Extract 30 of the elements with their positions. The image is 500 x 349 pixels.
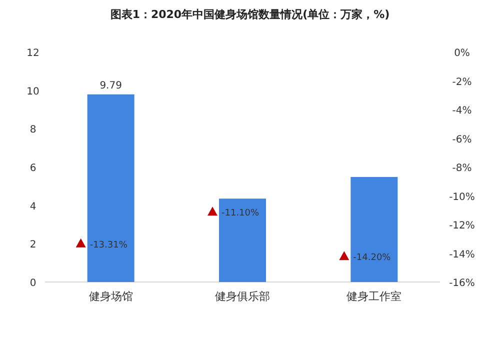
data-label: 9.79 <box>100 80 122 92</box>
bar <box>87 94 134 282</box>
y2-tick-label: -16% <box>449 278 475 289</box>
y2-tick-label: -2% <box>452 76 472 88</box>
bar <box>350 176 398 282</box>
point <box>76 238 86 248</box>
data-label: -11.10% <box>222 208 260 219</box>
bar <box>219 198 266 282</box>
x-tick-label: 健身俱乐部 <box>215 290 270 303</box>
y-tick-label: 6 <box>30 163 36 174</box>
y-tick-label: 2 <box>30 240 36 251</box>
y2-tick-label: -4% <box>452 106 472 116</box>
y2-tick-label: -14% <box>449 249 475 260</box>
y2-tick-label: -8% <box>452 163 472 174</box>
y2-tick-label: 0% <box>454 48 470 59</box>
y2-tick-label: -12% <box>449 220 475 232</box>
y2-tick-label: -10% <box>449 192 475 203</box>
point <box>339 251 350 260</box>
point <box>208 206 218 216</box>
data-label: -14.20% <box>353 253 392 264</box>
y-tick-label: 4 <box>30 201 36 212</box>
x-tick-label: 健身工作室 <box>346 290 402 303</box>
y-tick-label: 12 <box>26 48 40 59</box>
x-tick-label: 健身场馆 <box>88 290 133 303</box>
y-tick-label: 0 <box>30 278 36 289</box>
chart-title: 图表1：2020年中国健身场馆数量情况(单位：万家，%) <box>110 8 390 21</box>
y-tick-label: 10 <box>26 86 40 98</box>
y2-tick-label: -6% <box>452 134 472 146</box>
y-tick-label: 8 <box>30 124 36 136</box>
data-label: -13.31% <box>90 240 128 250</box>
